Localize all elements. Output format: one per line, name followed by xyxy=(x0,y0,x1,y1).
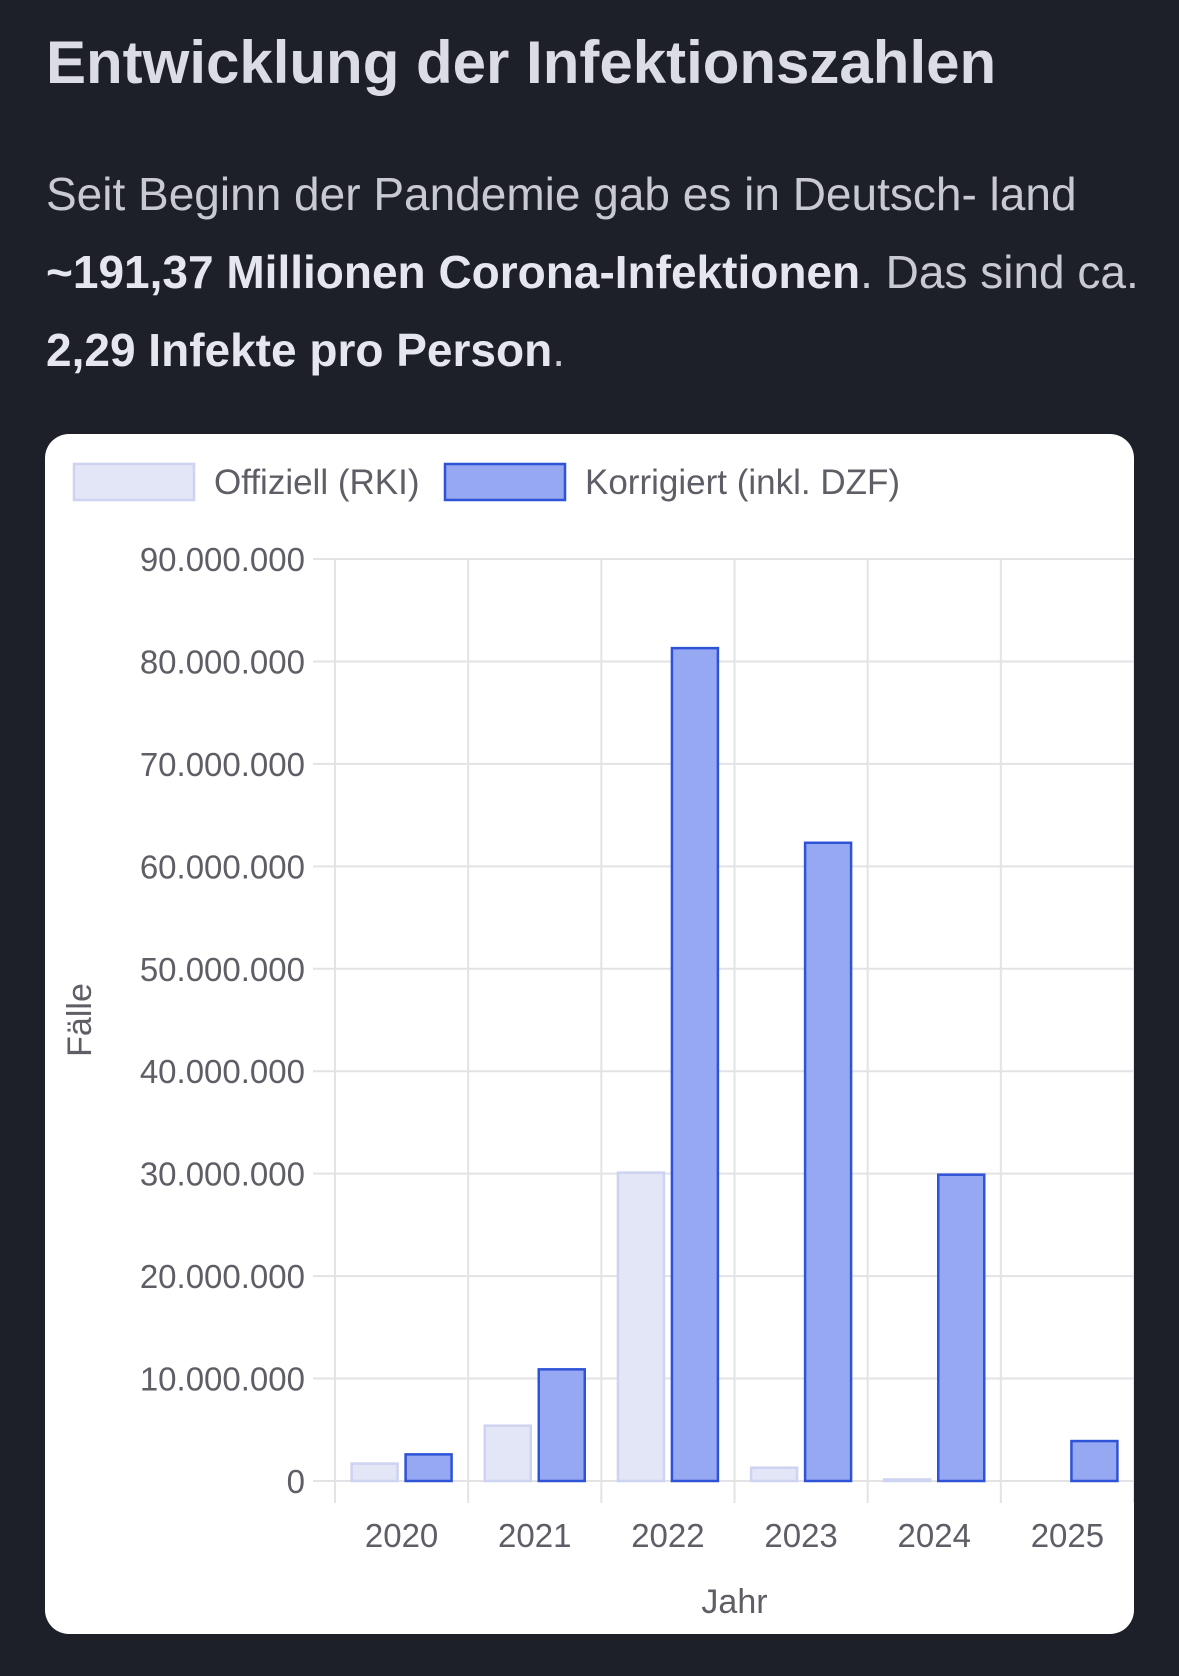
bar-offiziell xyxy=(749,1466,799,1483)
bar-offiziell xyxy=(350,1462,399,1483)
y-tick-label: 20.000.000 xyxy=(140,1258,305,1295)
bar-offiziell xyxy=(616,1171,666,1483)
page-title: Entwicklung der Infektionszahlen xyxy=(46,29,997,96)
bar-korrigiert xyxy=(1070,1439,1119,1483)
x-tick-label: 2023 xyxy=(764,1517,837,1554)
intro-text-3: . xyxy=(552,324,565,376)
x-axis-title: Jahr xyxy=(701,1583,767,1621)
bar-offiziell xyxy=(883,1478,932,1483)
infection-total: ~191,37 Millionen Corona-Infektionen xyxy=(46,246,861,298)
legend-label-offiziell[interactable]: Offiziell (RKI) xyxy=(214,463,420,502)
intro-paragraph: Seit Beginn der Pandemie gab es in Deuts… xyxy=(46,155,1146,389)
x-tick-label: 2024 xyxy=(898,1517,971,1554)
bar-korrigiert xyxy=(404,1453,453,1483)
y-tick-label: 30.000.000 xyxy=(140,1156,305,1193)
infections-per-person: 2,29 Infekte pro Person xyxy=(46,324,553,376)
y-tick-label: 0 xyxy=(287,1463,305,1500)
x-tick-label: 2021 xyxy=(498,1517,571,1554)
bar-korrigiert xyxy=(537,1368,586,1483)
y-tick-label: 90.000.000 xyxy=(140,541,305,578)
y-tick-label: 10.000.000 xyxy=(140,1361,305,1398)
y-tick-label: 60.000.000 xyxy=(140,848,305,885)
x-tick-label: 2025 xyxy=(1031,1517,1104,1554)
x-tick-label: 2022 xyxy=(631,1517,704,1554)
y-tick-label: 50.000.000 xyxy=(140,951,305,988)
bar-korrigiert xyxy=(937,1173,986,1483)
y-tick-label: 80.000.000 xyxy=(140,643,305,680)
bar-korrigiert xyxy=(670,646,720,1483)
legend-swatch-korrigiert[interactable] xyxy=(443,462,567,502)
intro-text-1: Seit Beginn der Pandemie gab es in Deuts… xyxy=(46,168,1077,220)
bar-chart: 0 10.000.000 20.000.000 30.000.000 40.000.00… xyxy=(61,462,1134,1621)
x-tick-label: 2020 xyxy=(365,1517,438,1554)
bar-offiziell xyxy=(483,1424,532,1483)
chart-card: 0 10.000.000 20.000.000 30.000.000 40.000.00… xyxy=(45,434,1134,1634)
y-axis-title: Fälle xyxy=(61,983,99,1057)
bar-korrigiert xyxy=(803,841,853,1483)
legend-label-korrigiert[interactable]: Korrigiert (inkl. DZF) xyxy=(585,463,900,502)
intro-text-2: . Das sind ca. xyxy=(860,246,1139,298)
y-tick-label: 40.000.000 xyxy=(140,1053,305,1090)
legend-swatch-offiziell[interactable] xyxy=(72,462,196,502)
y-tick-label: 70.000.000 xyxy=(140,746,305,783)
